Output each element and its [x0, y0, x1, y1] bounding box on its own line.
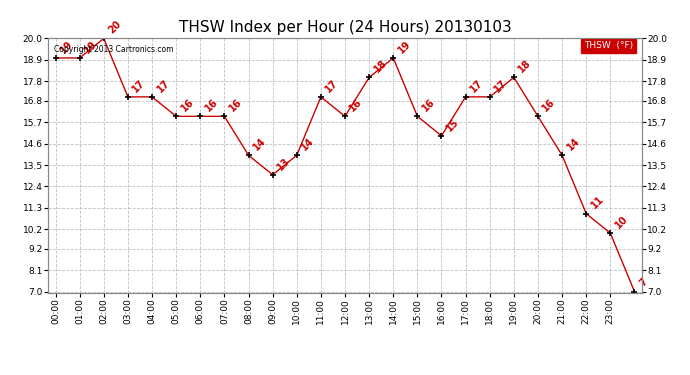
Text: 16: 16	[420, 97, 437, 114]
Text: 16: 16	[227, 97, 244, 114]
Text: 11: 11	[589, 194, 606, 211]
Text: 17: 17	[324, 78, 340, 94]
Text: 15: 15	[444, 116, 461, 133]
Text: 10: 10	[613, 214, 630, 230]
Text: 13: 13	[275, 155, 292, 172]
Title: THSW Index per Hour (24 Hours) 20130103: THSW Index per Hour (24 Hours) 20130103	[179, 20, 511, 35]
Text: 16: 16	[541, 97, 558, 114]
Text: 18: 18	[372, 58, 388, 75]
Text: 14: 14	[251, 136, 268, 153]
Text: 14: 14	[299, 136, 316, 153]
Text: 17: 17	[469, 78, 485, 94]
Text: 19: 19	[396, 39, 413, 55]
Text: 19: 19	[82, 39, 99, 55]
Text: Copyright 2013 Cartronics.com: Copyright 2013 Cartronics.com	[55, 45, 174, 54]
Text: 16: 16	[179, 97, 195, 114]
Text: 17: 17	[155, 78, 171, 94]
Text: 19: 19	[59, 39, 75, 55]
Text: 20: 20	[106, 19, 124, 36]
Text: 14: 14	[565, 136, 582, 153]
Text: 16: 16	[348, 97, 364, 114]
Text: 18: 18	[517, 58, 533, 75]
Text: THSW  (°F): THSW (°F)	[584, 41, 633, 50]
Text: 16: 16	[203, 97, 219, 114]
Text: 7: 7	[638, 277, 649, 289]
Text: 17: 17	[493, 78, 509, 94]
Text: 17: 17	[130, 78, 147, 94]
